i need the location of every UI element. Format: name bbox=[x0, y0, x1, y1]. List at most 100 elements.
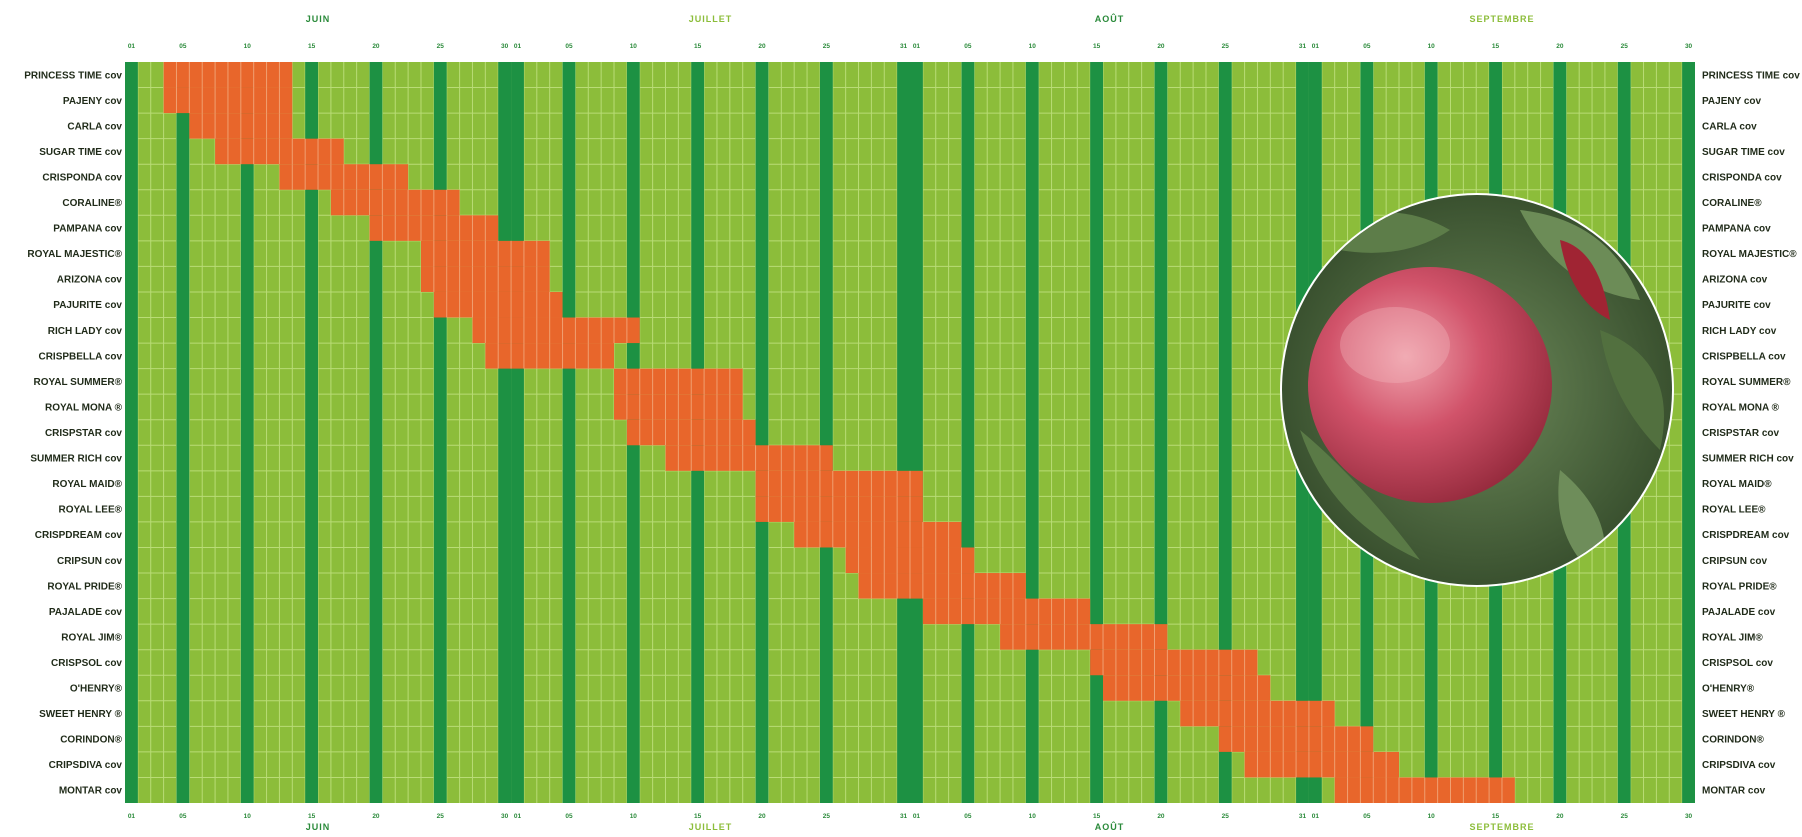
variety-label-right: ROYAL JIM® bbox=[1702, 632, 1763, 643]
variety-label-right: ROYAL LEE® bbox=[1702, 505, 1766, 516]
variety-label-right: SWEET HENRY ® bbox=[1702, 709, 1786, 720]
day-tick-label: 31 bbox=[900, 43, 908, 50]
variety-label-left: ROYAL MAID® bbox=[52, 479, 122, 490]
harvest-bar bbox=[858, 573, 1026, 599]
variety-label-left: ROYAL LEE® bbox=[59, 505, 123, 516]
week-band bbox=[125, 62, 138, 803]
variety-label-left: CARLA cov bbox=[67, 121, 122, 132]
variety-label-right: CRISPSOL cov bbox=[1702, 658, 1773, 669]
day-tick-label: 15 bbox=[1492, 43, 1500, 50]
variety-label-right: CRISPDREAM cov bbox=[1702, 530, 1790, 541]
day-tick-label: 05 bbox=[179, 813, 187, 820]
day-tick-label: 10 bbox=[244, 43, 252, 50]
variety-label-left: PAMPANA cov bbox=[53, 224, 122, 235]
variety-label-right: ROYAL SUMMER® bbox=[1702, 377, 1791, 388]
variety-label-right: MONTAR cov bbox=[1702, 786, 1766, 797]
harvest-bars bbox=[163, 62, 1515, 803]
day-tick-label: 20 bbox=[372, 813, 380, 820]
variety-label-left: CRISPSOL cov bbox=[51, 658, 122, 669]
day-tick-label: 05 bbox=[565, 43, 573, 50]
variety-label-right: RICH LADY cov bbox=[1702, 326, 1777, 337]
variety-label-right: PAJALADE cov bbox=[1702, 607, 1776, 618]
day-tick-label: 25 bbox=[1222, 813, 1230, 820]
day-tick-label: 10 bbox=[630, 43, 638, 50]
day-tick-label: 15 bbox=[694, 813, 702, 820]
day-tick-label: 20 bbox=[372, 43, 380, 50]
harvest-bar bbox=[1000, 624, 1168, 650]
variety-label-right: CORALINE® bbox=[1702, 198, 1762, 209]
week-band bbox=[305, 62, 319, 803]
day-tick-label: 31 bbox=[900, 813, 908, 820]
week-band bbox=[1154, 62, 1168, 803]
day-tick-label: 15 bbox=[308, 43, 316, 50]
day-tick-label: 31 bbox=[1299, 813, 1307, 820]
variety-label-left: CRIPSDIVA cov bbox=[49, 760, 123, 771]
variety-label-left: RICH LADY cov bbox=[48, 326, 123, 337]
variety-label-right: PAJURITE cov bbox=[1702, 300, 1771, 311]
harvest-bar bbox=[755, 470, 923, 497]
day-tick-label: 10 bbox=[244, 813, 252, 820]
month-label: AOÛT bbox=[1095, 821, 1125, 832]
variety-label-left: SUGAR TIME cov bbox=[39, 147, 122, 158]
week-band bbox=[176, 62, 190, 803]
variety-label-right: ROYAL MAID® bbox=[1702, 479, 1772, 490]
week-band bbox=[240, 62, 254, 803]
harvest-bar bbox=[755, 496, 923, 522]
variety-label-left: CRISPSTAR cov bbox=[45, 428, 122, 439]
day-tick-label: 15 bbox=[308, 813, 316, 820]
variety-label-right: ROYAL MAJESTIC® bbox=[1702, 249, 1797, 260]
day-tick-label: 25 bbox=[1621, 813, 1629, 820]
variety-label-right: CRISPONDA cov bbox=[1702, 172, 1782, 183]
week-band bbox=[1090, 62, 1104, 803]
day-tick-label: 05 bbox=[565, 813, 573, 820]
day-tick-label: 10 bbox=[1428, 43, 1436, 50]
variety-label-left: CRIPSUN cov bbox=[57, 556, 122, 567]
variety-label-left: SWEET HENRY ® bbox=[39, 709, 123, 720]
month-label: SEPTEMBRE bbox=[1469, 822, 1534, 832]
peach-photo-icon bbox=[1280, 193, 1674, 587]
variety-label-right: CORINDON® bbox=[1702, 735, 1764, 746]
day-tick-label: 10 bbox=[1029, 43, 1037, 50]
variety-label-left: ROYAL SUMMER® bbox=[34, 377, 123, 388]
day-tick-label: 05 bbox=[964, 813, 972, 820]
month-label: SEPTEMBRE bbox=[1469, 14, 1534, 24]
variety-label-right: ROYAL PRIDE® bbox=[1702, 581, 1777, 592]
day-tick-label: 10 bbox=[630, 813, 638, 820]
day-tick-label: 05 bbox=[964, 43, 972, 50]
day-tick-label: 01 bbox=[913, 813, 921, 820]
variety-label-right: ROYAL MONA ® bbox=[1702, 402, 1780, 413]
variety-label-left: PAJENY cov bbox=[63, 96, 123, 107]
variety-label-right: ARIZONA cov bbox=[1702, 275, 1768, 286]
variety-label-left: CRISPDREAM cov bbox=[35, 530, 123, 541]
day-tick-label: 10 bbox=[1029, 813, 1037, 820]
day-tick-label: 25 bbox=[1621, 43, 1629, 50]
month-label: JUILLET bbox=[689, 822, 733, 832]
day-tick-label: 05 bbox=[179, 43, 187, 50]
day-tick-label: 30 bbox=[501, 43, 509, 50]
variety-label-left: CRISPONDA cov bbox=[42, 172, 122, 183]
day-tick-label: 01 bbox=[128, 43, 136, 50]
variety-label-right: PAJENY cov bbox=[1702, 96, 1762, 107]
day-tick-label: 01 bbox=[514, 813, 522, 820]
day-tick-label: 01 bbox=[1312, 43, 1320, 50]
variety-label-left: ROYAL MAJESTIC® bbox=[27, 249, 122, 260]
day-tick-label: 05 bbox=[1363, 43, 1371, 50]
variety-label-left: PRINCESS TIME cov bbox=[24, 70, 122, 81]
week-band bbox=[369, 62, 383, 803]
day-tick-label: 30 bbox=[501, 813, 509, 820]
variety-label-right: SUMMER RICH cov bbox=[1702, 454, 1794, 465]
variety-label-right: O'HENRY® bbox=[1702, 684, 1755, 695]
week-band bbox=[819, 62, 833, 803]
month-label: JUILLET bbox=[689, 14, 733, 24]
day-tick-label: 20 bbox=[758, 43, 766, 50]
week-bands bbox=[125, 62, 1695, 803]
day-tick-label: 30 bbox=[1685, 813, 1693, 820]
day-tick-label: 31 bbox=[1299, 43, 1307, 50]
week-band bbox=[562, 62, 576, 803]
harvest-bar bbox=[794, 521, 962, 548]
variety-label-right: CRIPSUN cov bbox=[1702, 556, 1767, 567]
variety-label-left: MONTAR cov bbox=[59, 786, 123, 797]
day-tick-label: 05 bbox=[1363, 813, 1371, 820]
variety-label-right: CARLA cov bbox=[1702, 121, 1757, 132]
